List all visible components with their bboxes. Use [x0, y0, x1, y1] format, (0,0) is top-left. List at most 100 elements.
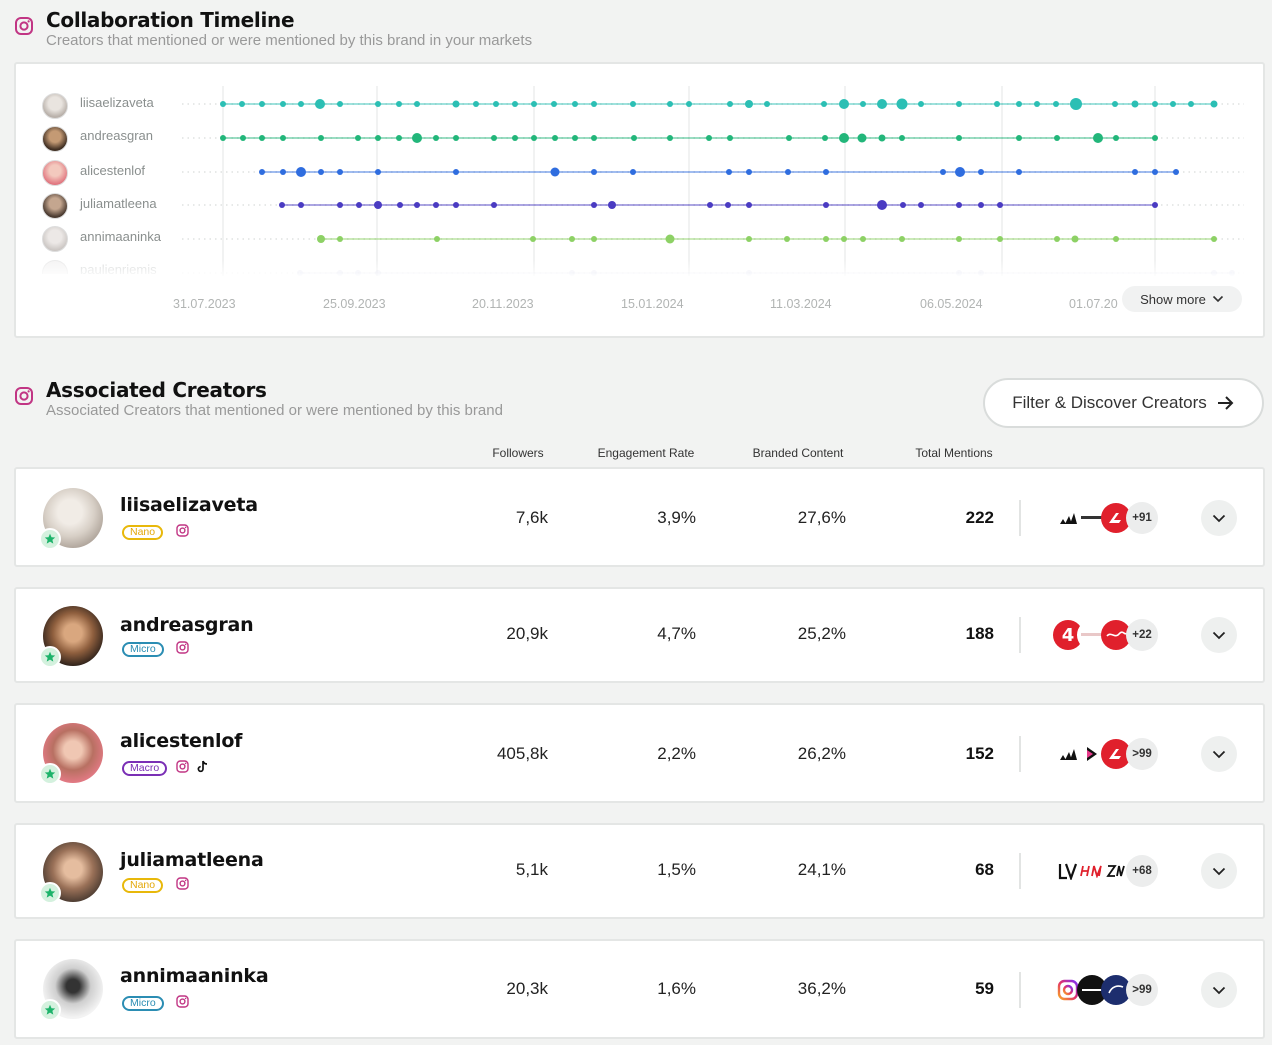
expand-row-button[interactable] [1201, 736, 1237, 772]
collaboration-dot[interactable] [512, 135, 518, 141]
collaboration-dot[interactable] [899, 236, 905, 242]
collaboration-dot[interactable] [296, 167, 306, 177]
collaboration-dot[interactable] [220, 101, 226, 107]
collaboration-dot[interactable] [1210, 100, 1218, 108]
collaboration-dot[interactable] [940, 169, 946, 175]
collaboration-dot[interactable] [630, 169, 636, 175]
collaboration-dot[interactable] [298, 101, 304, 107]
collaboration-dot[interactable] [298, 202, 304, 208]
collaboration-dot[interactable] [1016, 101, 1022, 107]
collaboration-dot[interactable] [551, 101, 557, 107]
collaboration-dot[interactable] [452, 100, 460, 108]
collaboration-dot[interactable] [630, 101, 636, 107]
collaboration-dot[interactable] [686, 101, 692, 107]
collaboration-dot[interactable] [1054, 236, 1060, 242]
collaboration-dot[interactable] [453, 202, 459, 208]
collaboration-dot[interactable] [374, 201, 382, 209]
collaboration-dot[interactable] [337, 169, 343, 175]
collaboration-dot[interactable] [745, 100, 753, 108]
collaboration-dot[interactable] [784, 236, 790, 242]
collaboration-dot[interactable] [1054, 135, 1060, 141]
collaboration-dot[interactable] [821, 101, 827, 107]
collaboration-dot[interactable] [356, 202, 362, 208]
collaboration-dot[interactable] [1016, 135, 1022, 141]
collaboration-dot[interactable] [433, 135, 439, 141]
collaboration-dot[interactable] [280, 135, 286, 141]
collaboration-dot[interactable] [1170, 101, 1176, 107]
collaboration-dot[interactable] [1093, 133, 1103, 143]
collaboration-dot[interactable] [631, 135, 637, 141]
collaboration-dot[interactable] [667, 135, 673, 141]
collaboration-dot[interactable] [280, 101, 286, 107]
creator-name[interactable]: liisaelizaveta [120, 494, 258, 516]
collaboration-dot[interactable] [1070, 98, 1082, 110]
collaboration-dot[interactable] [839, 133, 849, 143]
collaboration-dot[interactable] [259, 101, 265, 107]
collaboration-dot[interactable] [1034, 101, 1040, 107]
collaboration-dot[interactable] [414, 101, 420, 107]
creator-row[interactable]: andreasgran Micro 20,9k 4,7% 25,2% 188 4… [14, 587, 1265, 683]
collaboration-dot[interactable] [473, 101, 479, 107]
collaboration-dot[interactable] [318, 135, 324, 141]
collaboration-dot[interactable] [317, 235, 325, 243]
collaboration-dot[interactable] [746, 169, 752, 175]
collaboration-dot[interactable] [608, 201, 616, 209]
collaboration-dot[interactable] [591, 236, 597, 242]
collaboration-dot[interactable] [512, 101, 518, 107]
creator-row[interactable]: liisaelizaveta Nano 7,6k 3,9% 27,6% 222 … [14, 467, 1265, 567]
collaboration-dot[interactable] [375, 169, 381, 175]
collaboration-dot[interactable] [956, 135, 962, 141]
creator-name[interactable]: alicestenlof [120, 730, 243, 752]
collaboration-dot[interactable] [412, 133, 422, 143]
collaboration-dot[interactable] [877, 99, 887, 109]
more-brands-count[interactable]: +91 [1126, 502, 1158, 534]
collaboration-dot[interactable] [956, 101, 962, 107]
collaboration-dot[interactable] [746, 202, 752, 208]
show-more-button[interactable]: Show more [1122, 286, 1242, 312]
collaboration-dot[interactable] [572, 101, 578, 107]
collaboration-dot[interactable] [453, 169, 459, 175]
collaboration-dot[interactable] [414, 202, 420, 208]
expand-row-button[interactable] [1201, 853, 1237, 889]
filter-discover-button[interactable]: Filter & Discover Creators [983, 378, 1264, 428]
more-brands-count[interactable]: >99 [1126, 974, 1158, 1006]
collaboration-dot[interactable] [822, 135, 828, 141]
collaboration-dot[interactable] [280, 169, 286, 175]
collaboration-dot[interactable] [918, 202, 924, 208]
collaboration-dot[interactable] [785, 169, 791, 175]
collaboration-dot[interactable] [786, 135, 792, 141]
more-brands-count[interactable]: >99 [1126, 738, 1158, 770]
creator-name[interactable]: annimaaninka [120, 965, 269, 987]
collaboration-dot[interactable] [1211, 236, 1217, 242]
collaboration-dot[interactable] [860, 236, 866, 242]
collaboration-dot[interactable] [569, 236, 575, 242]
collaboration-dot[interactable] [1152, 169, 1158, 175]
collaboration-dot[interactable] [823, 236, 829, 242]
collaboration-dot[interactable] [706, 135, 712, 141]
collaboration-dot[interactable] [337, 101, 343, 107]
collaboration-dot[interactable] [240, 135, 246, 141]
collaboration-dot[interactable] [955, 167, 965, 177]
collaboration-dot[interactable] [727, 135, 733, 141]
collaboration-dot[interactable] [375, 135, 381, 141]
collaboration-dot[interactable] [279, 202, 285, 208]
collaboration-dot[interactable] [746, 236, 752, 242]
collaboration-dot[interactable] [1152, 135, 1158, 141]
collaboration-dot[interactable] [727, 101, 733, 107]
collaboration-dot[interactable] [1071, 235, 1079, 243]
collaboration-dot[interactable] [453, 135, 459, 141]
collaboration-dot[interactable] [337, 202, 343, 208]
collaboration-dot[interactable] [591, 101, 597, 107]
collaboration-dot[interactable] [591, 169, 597, 175]
collaboration-dot[interactable] [899, 135, 905, 141]
collaboration-dot[interactable] [396, 135, 402, 141]
collaboration-dot[interactable] [1053, 101, 1059, 107]
more-brands-count[interactable]: +22 [1126, 619, 1158, 651]
collaboration-dot[interactable] [239, 101, 245, 107]
collaboration-dot[interactable] [591, 202, 597, 208]
collaboration-dot[interactable] [997, 236, 1003, 242]
collaboration-dot[interactable] [552, 135, 558, 141]
collaboration-dot[interactable] [493, 101, 499, 107]
collaboration-dot[interactable] [1152, 202, 1158, 208]
collaboration-dot[interactable] [220, 135, 226, 141]
